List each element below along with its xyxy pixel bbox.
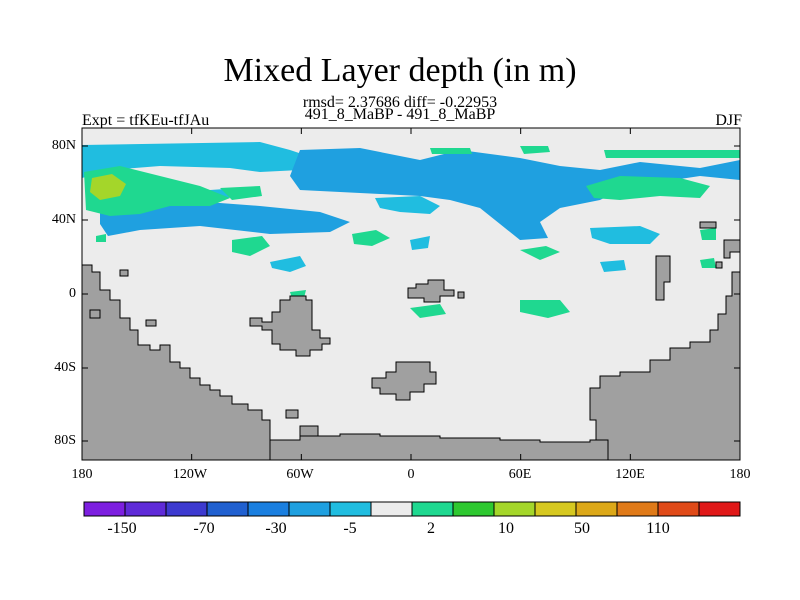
land-polygon [145, 319, 157, 327]
colorbar-swatch [165, 501, 208, 517]
positive-anomaly-patch [604, 150, 740, 158]
positive-anomaly-patch [232, 236, 270, 256]
lon-tick-label: 180 [71, 467, 93, 482]
land-polygon [589, 271, 741, 461]
land-mask [81, 221, 741, 461]
land-polygon [699, 221, 717, 229]
colorbar-swatch [616, 501, 659, 517]
positive-anomaly-patch [96, 234, 106, 242]
colorbar-swatch [657, 501, 700, 517]
land-polygon [407, 279, 455, 303]
lon-tick-label: 60E [508, 467, 532, 482]
colorbar-swatch [124, 501, 167, 517]
land-polygon [119, 269, 129, 277]
positive-anomaly-patch [586, 176, 710, 200]
positive-anomaly-patch [430, 148, 472, 154]
land-polygon [299, 425, 319, 437]
land-polygon [457, 291, 465, 299]
colorbar-swatch [534, 501, 577, 517]
strong-positive-anomaly-regions [90, 174, 126, 200]
strong-positive-anomaly-patch [90, 174, 126, 200]
negative-anomaly-regions [82, 142, 740, 272]
colorbar-swatch [575, 501, 618, 517]
lon-tick-label: 60W [286, 467, 314, 482]
positive-anomaly-patch [84, 166, 230, 216]
axis-ticks [81, 128, 741, 460]
colorbar-swatch [206, 501, 249, 517]
colorbar-label: 110 [646, 520, 670, 537]
land-polygon [285, 409, 299, 419]
colorbar-swatch [493, 501, 536, 517]
colorbar-swatch [247, 501, 290, 517]
land-polygon [89, 309, 101, 319]
positive-anomaly-patch [220, 186, 262, 200]
colorbar-label: 10 [498, 520, 514, 537]
lat-tick-label: 80S [54, 433, 76, 448]
colorbar-swatch [288, 501, 331, 517]
subtitle: 491_8_MaBP - 491_8_MaBP [304, 106, 496, 123]
land-polygon [655, 255, 671, 301]
negative-anomaly-patch [82, 142, 320, 178]
season-label: DJF [715, 112, 742, 129]
negative-anomaly-patch [270, 256, 306, 272]
land-polygon [81, 264, 277, 461]
positive-anomaly-patch [700, 228, 716, 240]
lon-tick-label: 120E [615, 467, 645, 482]
map-panel [81, 127, 741, 461]
negative-anomaly-patch [600, 260, 626, 272]
colorbar-label: 50 [574, 520, 590, 537]
lon-tick-label: 0 [407, 467, 415, 482]
land-polygon [249, 295, 331, 357]
colorbar-label: 2 [427, 520, 435, 537]
experiment-label: Expt = tfKEu-tfJAu [82, 112, 210, 129]
positive-anomaly-patch [520, 146, 550, 154]
negative-anomaly-patch [375, 196, 440, 214]
colorbar-label: -150 [107, 520, 137, 537]
land-polygon [371, 361, 437, 401]
positive-anomaly-patch [410, 304, 446, 318]
colorbar-swatch [370, 501, 413, 517]
land-polygon [715, 261, 723, 269]
positive-anomaly-patch [700, 258, 716, 268]
positive-anomaly-patch [520, 300, 570, 318]
lat-tick-label: 40S [54, 360, 76, 375]
negative-anomaly-patch [590, 226, 660, 244]
negative-anomaly-patch [100, 200, 350, 236]
colorbar-label: -70 [193, 520, 215, 537]
lon-tick-label: 120W [172, 467, 208, 482]
lon-tick-label: 180 [729, 467, 751, 482]
positive-anomaly-patch [520, 246, 560, 260]
colorbar-swatch [83, 501, 126, 517]
positive-anomaly-patch [352, 230, 390, 246]
lat-tick-label: 0 [69, 286, 76, 301]
colorbar-swatch [329, 501, 372, 517]
colorbar-label: -5 [343, 520, 357, 537]
negative-anomaly-patch [410, 236, 430, 250]
colorbar [83, 501, 741, 517]
colorbar-swatch [698, 501, 741, 517]
colorbar-swatch [452, 501, 495, 517]
plot-title: Mixed Layer depth (in m) [223, 52, 577, 89]
negative-anomaly-patch [96, 148, 122, 158]
lat-tick-label: 80N [51, 138, 76, 153]
lat-tick-label: 40N [51, 212, 76, 227]
colorbar-swatch [411, 501, 454, 517]
colorbar-label: -30 [265, 520, 287, 537]
negative-anomaly-patch [290, 148, 740, 240]
stats-line: rmsd= 2.37686 diff= -0.22953 [302, 94, 498, 111]
positive-anomaly-regions [84, 146, 740, 318]
